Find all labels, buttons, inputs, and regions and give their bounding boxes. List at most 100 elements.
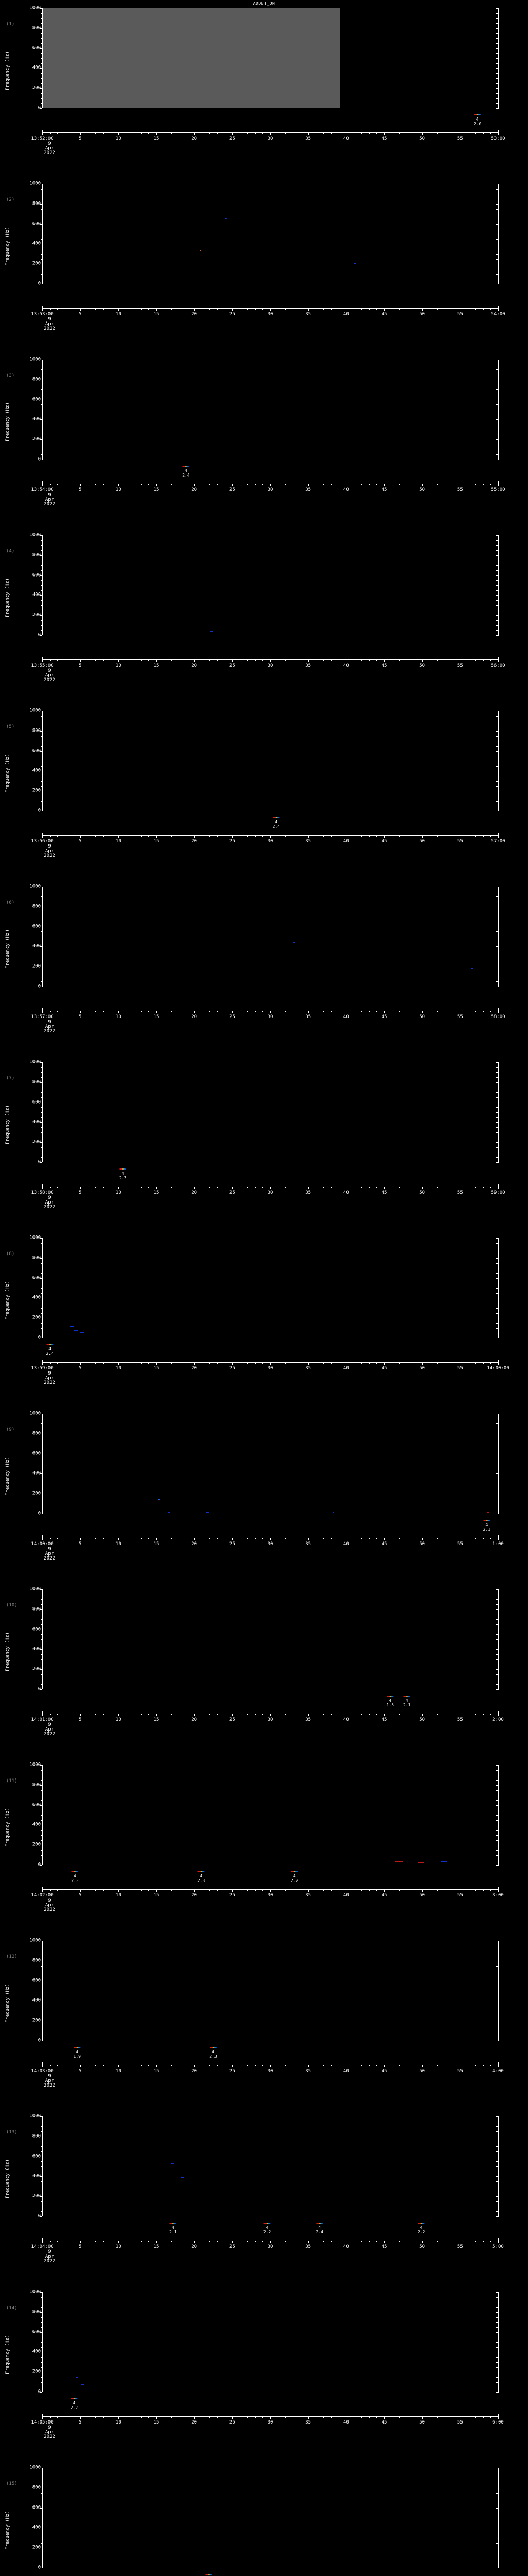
plot-area[interactable] <box>42 1062 498 1162</box>
annotation-marker[interactable] <box>46 1344 54 1345</box>
x-tick-minor <box>483 484 484 485</box>
detection-mark[interactable] <box>75 2377 78 2378</box>
y-tick-label: 200 <box>32 1666 41 1672</box>
panel-14[interactable]: 0 200 400 600 800 1000 Frequency (Hz) (14) 4 2.2… <box>0 2290 528 2468</box>
plot-area[interactable] <box>42 1765 498 1865</box>
detection-mark[interactable] <box>74 1329 78 1331</box>
x-tick-minor <box>50 1187 51 1188</box>
panel-8[interactable]: 0 200 400 600 800 1000 Frequency (Hz) (8) 4 2.4 1… <box>0 1235 528 1414</box>
annotation-marker[interactable] <box>316 2223 323 2224</box>
annotation-marker[interactable] <box>273 817 280 818</box>
plot-area[interactable] <box>42 1238 498 1338</box>
annotation-marker[interactable] <box>71 2398 78 2399</box>
annotation-marker[interactable] <box>205 2574 212 2575</box>
detection-mark[interactable] <box>200 250 202 251</box>
x-tick-minor <box>361 1714 362 1715</box>
x-tick-label: 30 <box>267 839 273 844</box>
annotation-marker[interactable] <box>74 2047 81 2048</box>
panel-2[interactable]: 0 200 400 600 800 1000 Frequency (Hz) (2) 13:53:… <box>0 181 528 360</box>
x-tick-major <box>270 132 271 135</box>
plot-area[interactable] <box>42 887 498 987</box>
detection-mark[interactable] <box>171 2163 174 2165</box>
x-tick-minor <box>361 1538 362 1539</box>
panel-9[interactable]: 0 200 400 600 800 1000 Frequency (Hz) (9) 4 2.1 1… <box>0 1411 528 1589</box>
y-axis-right <box>498 887 499 987</box>
y-tick-minor <box>41 1117 42 1118</box>
annotation-marker[interactable] <box>387 1696 394 1697</box>
panel-10[interactable]: 0 200 400 600 800 1000 Frequency (Hz) (10) 4 1.5… <box>0 1587 528 1765</box>
plot-area[interactable] <box>42 711 498 811</box>
detection-mark[interactable] <box>81 2383 85 2385</box>
annotation-marker[interactable] <box>403 1696 410 1697</box>
annotation-marker[interactable] <box>119 1168 126 1170</box>
x-tick-label: 10 <box>115 136 121 141</box>
plot-area[interactable] <box>42 2292 498 2392</box>
panel-3[interactable]: 0 200 400 600 800 1000 Frequency (Hz) (3) 4 2.4 1… <box>0 357 528 535</box>
y-tick-minor <box>41 1097 42 1098</box>
panel-5[interactable]: 0 200 400 600 800 1000 Frequency (Hz) (5) 4 2.4 1… <box>0 708 528 887</box>
x-tick-minor <box>376 659 377 661</box>
detection-mark[interactable] <box>168 1512 171 1513</box>
y-tick-major <box>40 419 42 420</box>
annotation-marker[interactable] <box>291 1871 298 1872</box>
plot-area[interactable] <box>42 184 498 284</box>
y-tick-minor-right <box>496 580 498 581</box>
y-tick-major-right <box>496 224 499 225</box>
x-tick-minor <box>483 308 484 310</box>
annotation-marker[interactable] <box>210 2047 217 2048</box>
detection-mark[interactable] <box>70 1326 75 1327</box>
detection-mark[interactable] <box>293 941 295 943</box>
detection-mark[interactable] <box>332 1512 334 1514</box>
x-tick-minor <box>141 1362 142 1364</box>
y-tick-major <box>40 1082 42 1083</box>
x-tick-minor <box>171 484 172 485</box>
x-tick-major <box>308 1538 309 1540</box>
x-tick-minor <box>369 2416 370 2418</box>
y-tick-minor-right <box>496 1323 498 1324</box>
plot-area[interactable] <box>42 2468 498 2568</box>
x-tick-minor <box>475 1187 476 1188</box>
detection-mark[interactable] <box>471 968 474 970</box>
plot-area[interactable] <box>42 1589 498 1689</box>
annotation-marker[interactable] <box>182 466 189 467</box>
annotation-marker[interactable] <box>474 114 481 115</box>
panel-13[interactable]: 0 200 400 600 800 1000 Frequency (Hz) (13) 4 2.1… <box>0 2114 528 2292</box>
detection-mark[interactable] <box>354 263 357 265</box>
x-tick-minor <box>331 835 332 837</box>
detection-mark[interactable] <box>395 1860 403 1862</box>
detection-mark[interactable] <box>158 1499 160 1500</box>
annotation-marker[interactable] <box>483 1520 490 1521</box>
detection-mark[interactable] <box>210 631 213 632</box>
y-tick-minor-right <box>496 1077 498 1078</box>
plot-area[interactable] <box>42 1941 498 2041</box>
panel-6[interactable]: 0 200 400 600 800 1000 Frequency (Hz) (6) 13:57:… <box>0 884 528 1062</box>
plot-area[interactable] <box>42 535 498 635</box>
detection-mark[interactable] <box>486 1512 489 1513</box>
plot-area[interactable] <box>42 2116 498 2216</box>
annotation-marker[interactable] <box>71 1871 78 1872</box>
detection-mark[interactable] <box>418 1862 425 1863</box>
detection-mark[interactable] <box>206 1512 209 1514</box>
annotation-marker[interactable] <box>263 2223 271 2224</box>
detection-mark[interactable] <box>441 1861 447 1862</box>
panel-number-label: (7) <box>6 1076 15 1081</box>
x-tick-label: 20 <box>191 663 197 668</box>
plot-area[interactable] <box>42 1414 498 1514</box>
plot-area[interactable] <box>42 360 498 460</box>
panel-12[interactable]: 0 200 400 600 800 1000 Frequency (Hz) (12) 4 1.9… <box>0 1938 528 2116</box>
panel-7[interactable]: 0 200 400 600 800 1000 Frequency (Hz) (7) 4 2.3 1… <box>0 1060 528 1238</box>
x-tick-label: 15 <box>153 2069 159 2074</box>
annotation-marker[interactable] <box>197 1871 205 1872</box>
plot-area[interactable] <box>42 8 498 108</box>
panel-4[interactable]: 0 200 400 600 800 1000 Frequency (Hz) (4) 13:55:… <box>0 533 528 711</box>
x-tick-minor <box>437 2416 438 2418</box>
detection-mark[interactable] <box>181 2177 184 2178</box>
panel-1[interactable]: 0 200 400 600 800 1000 Frequency (Hz) (1) 4 2.0 1… <box>0 6 528 184</box>
annotation-marker[interactable] <box>169 2223 176 2224</box>
annotation-marker[interactable] <box>418 2223 425 2224</box>
panel-11[interactable]: 0 200 400 600 800 1000 Frequency (Hz) (11) 4 2.3… <box>0 1762 528 1941</box>
detection-mark[interactable] <box>80 1332 84 1334</box>
detection-mark[interactable] <box>224 217 227 219</box>
x-axis-date-label: 9 Apr 2022 <box>44 141 55 156</box>
